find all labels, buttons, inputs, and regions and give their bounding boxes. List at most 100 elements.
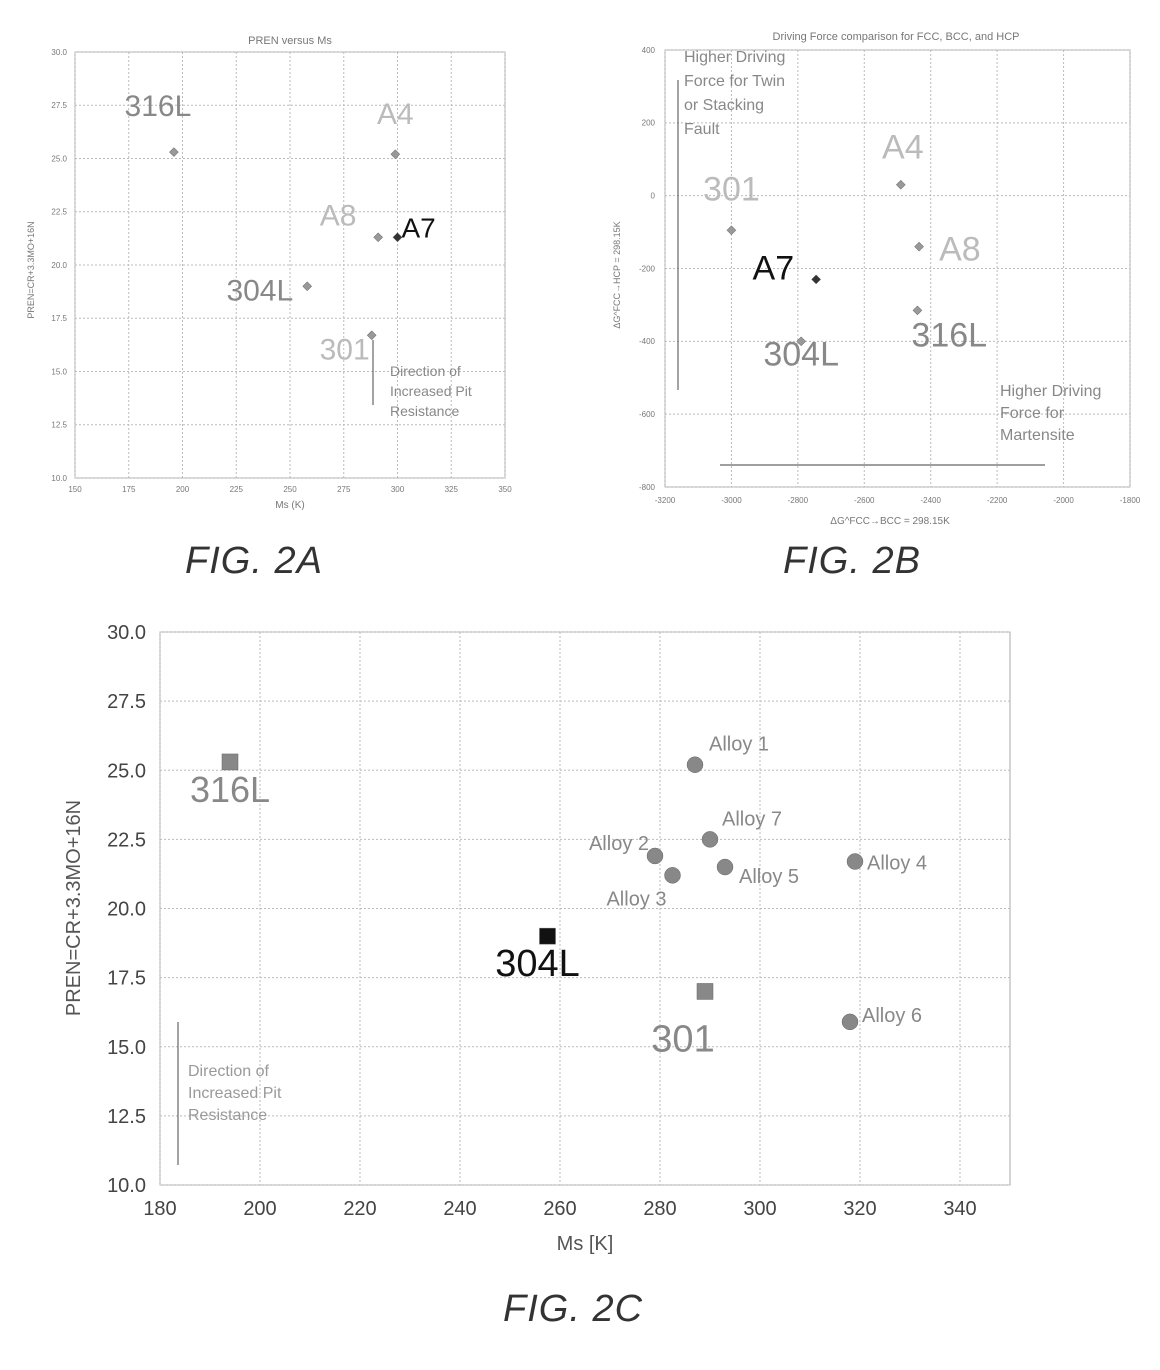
x-tick-label: -1800	[1120, 496, 1141, 505]
data-point-alloy-3	[664, 867, 681, 884]
x-tick-label: -3000	[721, 496, 742, 505]
y-tick-label: 15.0	[51, 367, 67, 376]
chart-fig-2c: 180 200 220 240 260 280 300 320 340 10.0 12.5 15.0 1…	[63, 622, 1011, 1255]
x-tick-label: 280	[643, 1198, 676, 1220]
y-tick-label: 10.0	[51, 474, 67, 483]
data-point-a7	[392, 232, 403, 243]
data-point-316l	[221, 753, 239, 771]
point-label-a8: A8	[320, 199, 357, 232]
y-tick-label: 27.5	[51, 101, 67, 110]
y-tick-label: 400	[642, 46, 656, 55]
y-tick-label: 25.0	[107, 760, 146, 782]
point-label-304l: 304L	[763, 335, 839, 373]
y-tick-label: 0	[651, 191, 656, 200]
point-label-alloy-1: Alloy 1	[709, 734, 769, 756]
x-tick-label: 300	[743, 1198, 776, 1220]
data-point-alloy-6	[841, 1013, 859, 1031]
annotation-twin-2: Force for Twin	[684, 73, 785, 90]
x-tick-label: 200	[243, 1198, 276, 1220]
x-tick-label: -2200	[987, 496, 1008, 505]
y-tick-label: 27.5	[107, 691, 146, 713]
data-points: 301 A4 A8 A7 316L 304L	[703, 129, 987, 374]
x-tick-label: 350	[498, 485, 512, 494]
x-axis-label: ΔG^FCC→BCC = 298.15K	[830, 516, 950, 527]
data-point-304l	[796, 336, 807, 347]
point-label-301: 301	[320, 333, 370, 366]
tick-labels: -3200 -3000 -2800 -2600 -2400 -2200 -2000 -1800…	[639, 46, 1141, 505]
tick-labels: 150 175 200 225 250 275 300 325 350 10.0 12.5 15.0 1…	[51, 48, 512, 494]
y-axis-label: ΔG^FCC→HCP = 298.15K	[612, 221, 622, 328]
data-point-a8	[373, 232, 384, 243]
y-axis-label: PREN=CR+3.3MO+16N	[63, 800, 85, 1016]
annotation-twin-1: Higher Driving	[684, 49, 785, 66]
point-label-301: 301	[651, 1018, 714, 1060]
point-label-304l: 304L	[226, 274, 293, 307]
x-tick-label: 340	[943, 1198, 976, 1220]
y-tick-label: -600	[639, 410, 656, 419]
y-tick-label: 22.5	[51, 208, 67, 217]
point-label-316l: 316L	[190, 769, 270, 810]
data-point-alloy-2	[646, 847, 664, 865]
x-tick-label: 325	[445, 485, 459, 494]
annotation-line-2: Increased Pit	[188, 1085, 282, 1102]
annotation-twin-4: Fault	[684, 121, 720, 138]
data-point-316l	[912, 305, 923, 316]
y-tick-label: 25.0	[51, 154, 67, 163]
data-point-301	[726, 225, 737, 236]
x-tick-label: 250	[283, 485, 297, 494]
data-points: 316L 304L 301 Alloy 1 Alloy 7 Alloy 2 Alloy 3 A…	[190, 734, 927, 1061]
y-tick-label: -800	[639, 483, 656, 492]
y-tick-label: 12.5	[51, 421, 67, 430]
point-label-alloy-3: Alloy 3	[606, 888, 666, 910]
x-tick-label: 150	[68, 485, 82, 494]
data-point-301	[696, 983, 714, 1000]
y-tick-label: 30.0	[51, 48, 67, 57]
data-point-alloy-7	[701, 831, 719, 848]
point-label-a7: A7	[402, 212, 436, 243]
point-label-a8: A8	[939, 231, 981, 269]
point-label-alloy-2: Alloy 2	[589, 833, 649, 855]
data-point-304l	[302, 281, 313, 292]
chart-fig-2b: Driving Force comparison for FCC, BCC, a…	[612, 31, 1141, 527]
y-tick-label: 15.0	[107, 1037, 146, 1059]
annotation-line-1: Direction of	[188, 1063, 269, 1080]
grid	[664, 49, 1131, 488]
caption-fig-2b: FIG. 2B	[783, 540, 921, 582]
chart-title: PREN versus Ms	[248, 35, 332, 47]
y-tick-label: 200	[642, 119, 656, 128]
x-tick-label: -3200	[655, 496, 676, 505]
x-tick-label: 260	[543, 1198, 576, 1220]
data-point-alloy-5	[716, 858, 734, 876]
y-tick-label: 20.0	[51, 261, 67, 270]
x-tick-label: -2000	[1053, 496, 1074, 505]
point-label-a4: A4	[882, 129, 924, 167]
annotation-line-1: Direction of	[390, 363, 461, 379]
x-tick-label: -2600	[854, 496, 875, 505]
caption-fig-2a: FIG. 2A	[185, 540, 323, 582]
y-tick-label: 30.0	[107, 622, 146, 644]
y-tick-label: 12.5	[107, 1106, 146, 1128]
grid	[74, 51, 506, 479]
tick-labels: 180 200 220 240 260 280 300 320 340 10.0 12.5 15.0 1…	[107, 622, 977, 1220]
point-label-alloy-6: Alloy 6	[862, 1005, 922, 1027]
point-label-316l: 316L	[125, 90, 192, 123]
y-tick-label: -400	[639, 337, 656, 346]
x-tick-label: 220	[343, 1198, 376, 1220]
point-label-301: 301	[703, 170, 760, 208]
x-tick-label: 175	[122, 485, 136, 494]
x-tick-label: 240	[443, 1198, 476, 1220]
annotation-line-2: Increased Pit	[390, 383, 472, 399]
y-tick-label: 22.5	[107, 829, 146, 851]
x-tick-label: -2800	[788, 496, 809, 505]
grid	[159, 631, 1011, 1186]
caption-fig-2c: FIG. 2C	[503, 1288, 644, 1330]
y-tick-label: 10.0	[107, 1175, 146, 1197]
point-label-304l: 304L	[495, 943, 580, 985]
y-tick-label: 20.0	[107, 899, 146, 921]
point-label-316l: 316L	[911, 316, 987, 354]
data-point-alloy-1	[686, 756, 704, 773]
x-tick-label: 180	[143, 1198, 176, 1220]
point-label-alloy-4: Alloy 4	[867, 852, 927, 874]
x-tick-label: 225	[230, 485, 244, 494]
annotation-twin-3: or Stacking	[684, 97, 764, 114]
